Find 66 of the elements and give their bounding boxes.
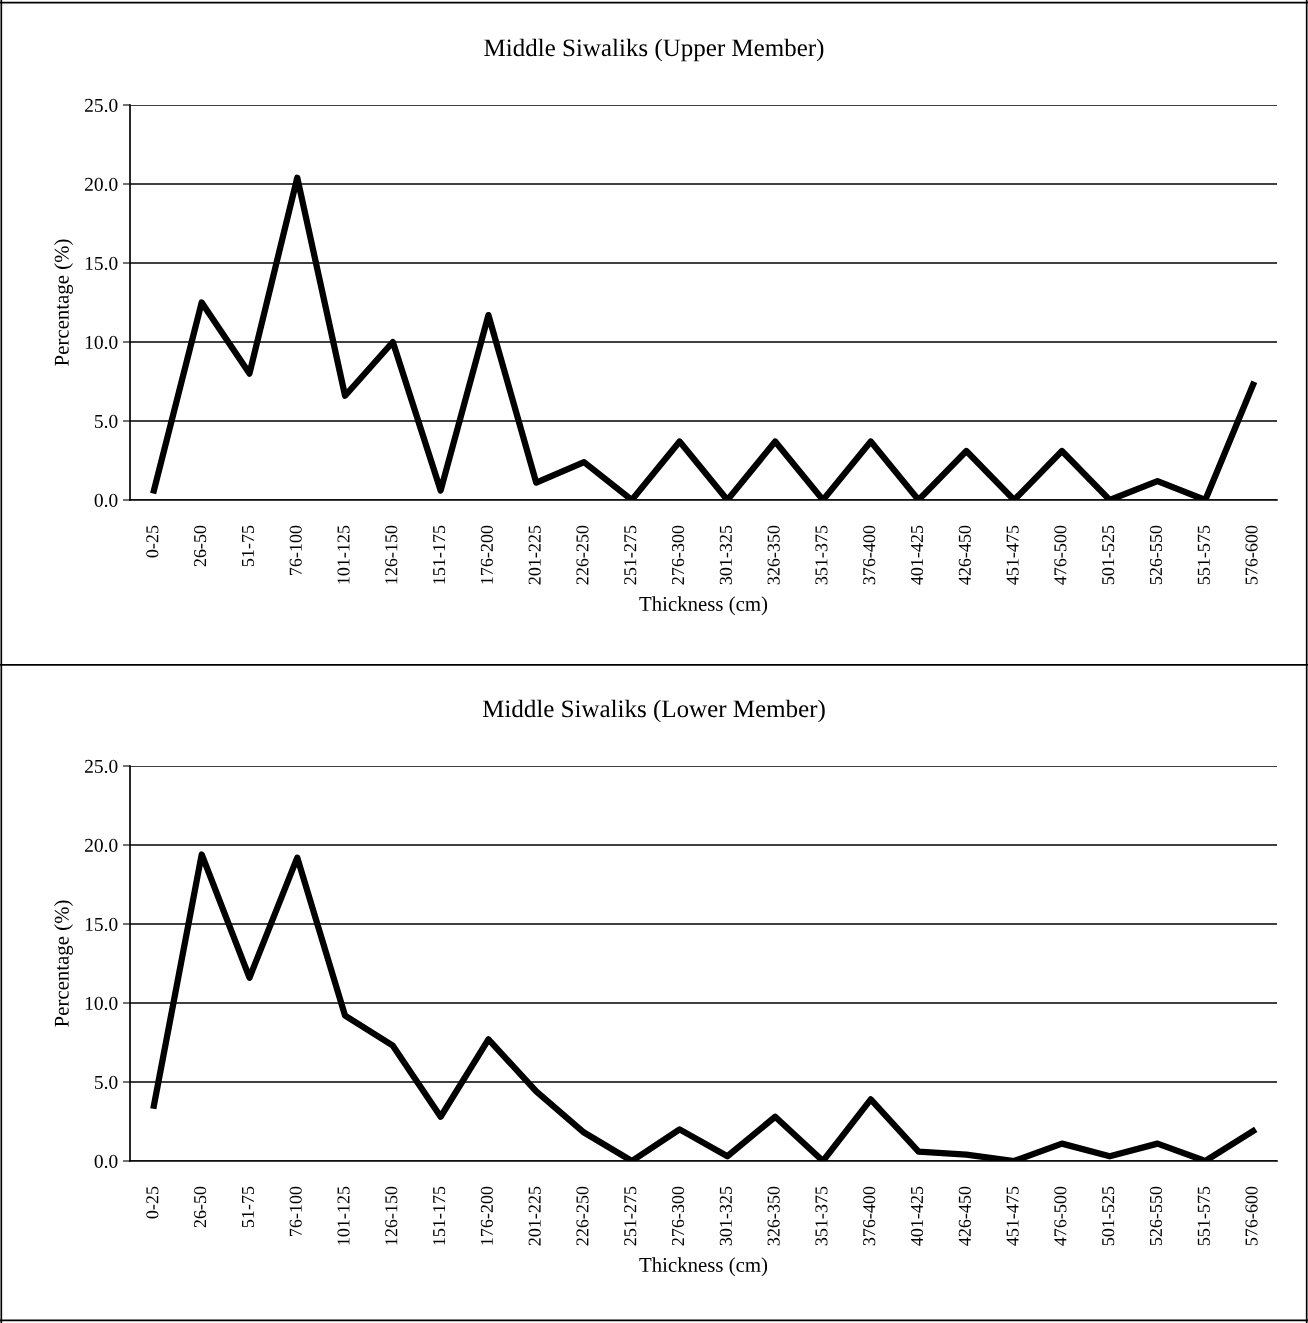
chart-title: Middle Siwaliks (Upper Member) xyxy=(484,38,824,62)
y-tick-label: 0.0 xyxy=(94,1154,118,1169)
x-tick-label: 151-175 xyxy=(433,1186,446,1245)
x-tick-label: 501-525 xyxy=(1102,525,1115,585)
x-tick-label: 551-575 xyxy=(1197,525,1210,585)
x-tick-label: 301-325 xyxy=(719,1186,732,1246)
x-tick-label: 251-275 xyxy=(624,1186,637,1246)
x-tick-label: 576-600 xyxy=(1245,525,1258,585)
x-tick-label: 101-125 xyxy=(337,1186,350,1245)
x-tick-label: 326-350 xyxy=(767,1186,780,1246)
y-tick-label: 5.0 xyxy=(95,1075,118,1090)
x-tick-label: 551-575 xyxy=(1197,1186,1210,1246)
x-tick-label: 501-525 xyxy=(1102,1186,1115,1246)
x-tick-label: 126-150 xyxy=(385,525,398,584)
x-tick-label: 201-225 xyxy=(528,525,541,585)
x-tick-label: 426-450 xyxy=(958,525,971,585)
x-tick-label: 476-500 xyxy=(1054,525,1067,585)
x-tick-label: 426-450 xyxy=(958,1186,971,1246)
x-tick-label: 401-425 xyxy=(910,1186,924,1246)
y-tick-label: 5.0 xyxy=(95,414,118,429)
x-tick-label: 176-200 xyxy=(480,525,493,584)
x-tick-label: 276-300 xyxy=(671,525,685,585)
x-tick-label: 126-150 xyxy=(385,1186,398,1245)
x-tick-label: 0-25 xyxy=(146,1186,159,1219)
x-tick-label: 526-550 xyxy=(1149,525,1163,585)
x-tick-label: 301-325 xyxy=(719,525,732,585)
x-tick-label: 451-475 xyxy=(1006,525,1019,585)
x-tick-label: 26-50 xyxy=(194,1186,207,1228)
x-tick-label: 101-125 xyxy=(337,525,350,584)
x-tick-label: 526-550 xyxy=(1149,1186,1163,1246)
x-tick-label: 151-175 xyxy=(433,525,446,584)
x-tick-label: 351-375 xyxy=(815,525,828,585)
x-tick-label: 576-600 xyxy=(1245,1186,1258,1246)
y-tick-label: 10.0 xyxy=(85,996,118,1011)
x-tick-label: 201-225 xyxy=(528,1186,541,1246)
x-tick-label: 251-275 xyxy=(624,525,637,585)
x-axis-title: Thickness (cm) xyxy=(639,596,768,616)
x-tick-label: 376-400 xyxy=(863,525,876,585)
x-tick-label: 451-475 xyxy=(1006,1186,1019,1246)
x-tick-label: 76-100 xyxy=(289,1186,302,1236)
x-tick-label: 51-75 xyxy=(241,1186,254,1228)
x-tick-label: 326-350 xyxy=(767,525,780,585)
x-tick-label: 351-375 xyxy=(815,1186,828,1246)
y-axis-title: Percentage (%) xyxy=(54,239,74,366)
x-tick-label: 401-425 xyxy=(910,525,924,585)
y-tick-label: 15.0 xyxy=(85,917,118,932)
x-tick-label: 176-200 xyxy=(480,1186,493,1245)
x-tick-label: 26-50 xyxy=(194,525,207,567)
x-tick-label: 226-250 xyxy=(576,1186,589,1246)
y-tick-label: 20.0 xyxy=(85,177,118,192)
x-tick-label: 0-25 xyxy=(146,525,159,558)
y-axis-title: Percentage (%) xyxy=(54,900,74,1027)
y-tick-label: 25.0 xyxy=(85,98,118,113)
x-tick-label: 51-75 xyxy=(241,525,254,567)
x-tick-label: 476-500 xyxy=(1054,1186,1067,1246)
chart-title: Middle Siwaliks (Lower Member) xyxy=(482,699,825,723)
y-tick-label: 20.0 xyxy=(85,838,118,853)
y-tick-label: 10.0 xyxy=(85,335,118,350)
x-axis-title: Thickness (cm) xyxy=(639,1257,768,1277)
x-tick-label: 376-400 xyxy=(863,1186,876,1246)
y-tick-label: 15.0 xyxy=(85,256,118,271)
y-tick-label: 0.0 xyxy=(94,493,118,508)
x-tick-label: 276-300 xyxy=(671,1186,685,1246)
x-tick-label: 226-250 xyxy=(576,525,589,585)
y-tick-label: 25.0 xyxy=(85,759,118,774)
x-tick-label: 76-100 xyxy=(289,525,302,575)
